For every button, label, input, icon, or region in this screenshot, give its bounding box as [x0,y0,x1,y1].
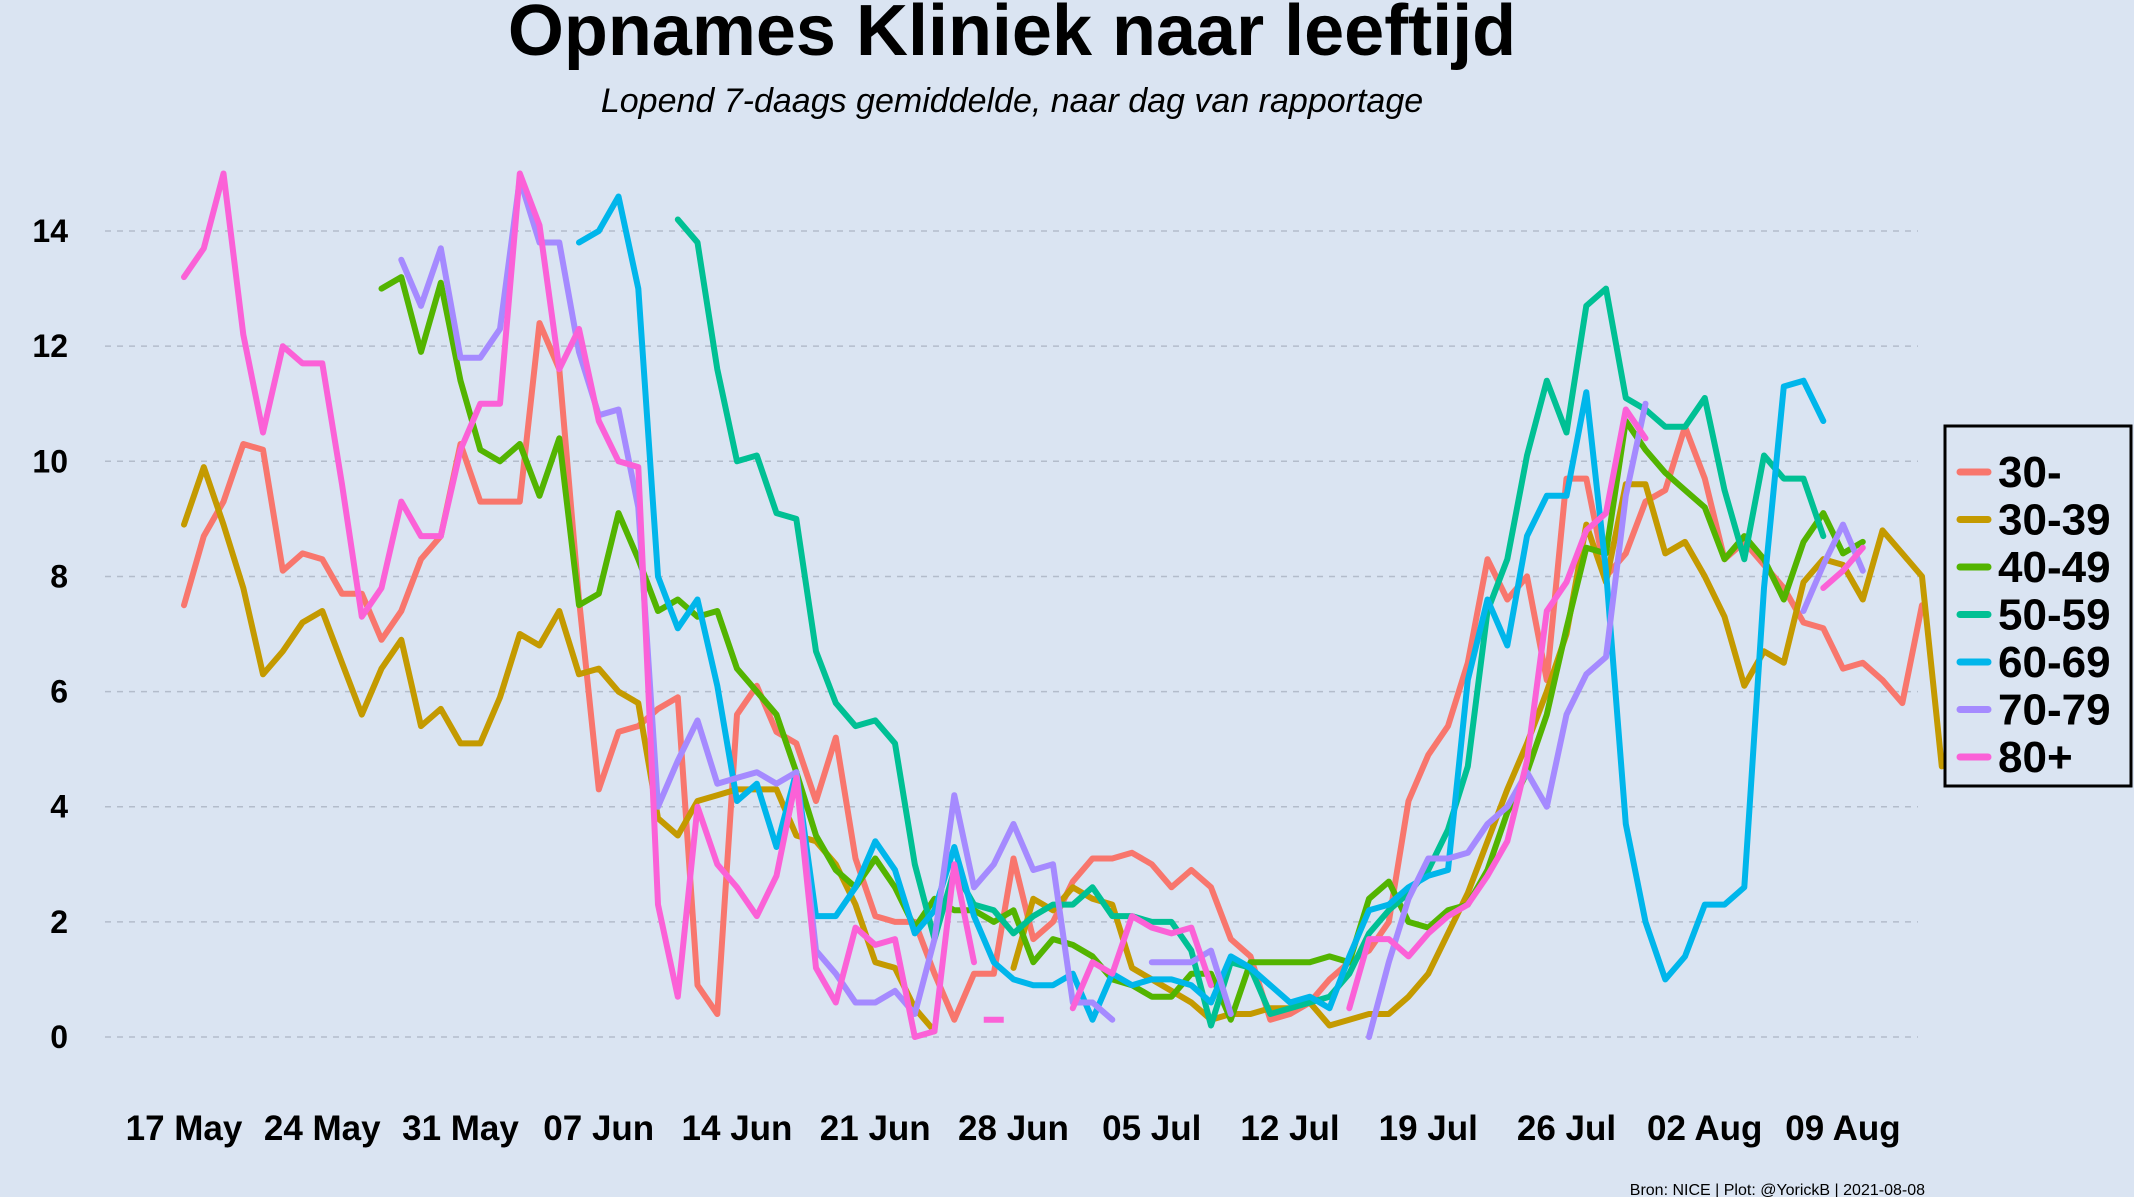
series-line-70-79 [398,176,1866,1040]
x-tick-label: 07 Jun [543,1109,654,1148]
legend-label: 80+ [1998,733,2073,782]
x-tick-label: 21 Jun [820,1109,931,1148]
x-axis-ticks: 17 May 24 May 31 May 07 Jun 14 Jun 21 Jun 28 J… [126,1109,1901,1148]
y-tick-label: 14 [32,213,68,249]
x-tick-label: 12 Jul [1240,1109,1339,1148]
x-tick-label: 19 Jul [1379,1109,1478,1148]
gridlines [105,230,1918,1038]
x-tick-label: 31 May [402,1109,519,1148]
x-tick-label: 02 Aug [1647,1109,1762,1148]
plot-area [181,170,1945,1040]
legend-box [1943,424,2133,788]
series-line-80+ [181,170,1866,1040]
y-tick-label: 10 [32,443,68,479]
y-axis-ticks: 0 2 4 6 8 10 12 14 [32,213,68,1055]
chart-title: Opnames Kliniek naar leeftijd [508,0,1516,71]
y-tick-label: 4 [50,789,68,825]
y-tick-label: 0 [50,1019,68,1055]
x-tick-label: 17 May [126,1109,243,1148]
series-line-50-59 [674,216,1827,1029]
x-tick-label: 14 Jun [682,1109,793,1148]
chart-subtitle: Lopend 7-daags gemiddelde, naar dag van … [601,82,1423,120]
legend-label: 60-69 [1998,638,2111,687]
x-tick-label: 05 Jul [1102,1109,1201,1148]
legend-label: 70-79 [1998,686,2111,735]
series-line-60-69 [576,193,1827,1023]
y-tick-label: 6 [50,674,68,710]
series-line-30-39 [181,464,1945,1035]
legend-label: 40-49 [1998,543,2111,592]
x-tick-label: 09 Aug [1785,1109,1900,1148]
chart-caption: Bron: NICE | Plot: @YorickB | 2021-08-08 [1630,1182,1925,1197]
legend-label: 30-39 [1998,496,2111,545]
y-tick-label: 12 [32,328,68,364]
x-tick-label: 26 Jul [1517,1109,1616,1148]
series-line-30- [181,320,1925,1023]
x-tick-label: 24 May [264,1109,381,1148]
legend-label: 50-59 [1998,591,2111,640]
y-tick-label: 8 [50,558,68,594]
y-tick-label: 2 [50,904,68,940]
legend-label: 30- [1998,448,2062,497]
x-tick-label: 28 Jun [958,1109,1069,1148]
